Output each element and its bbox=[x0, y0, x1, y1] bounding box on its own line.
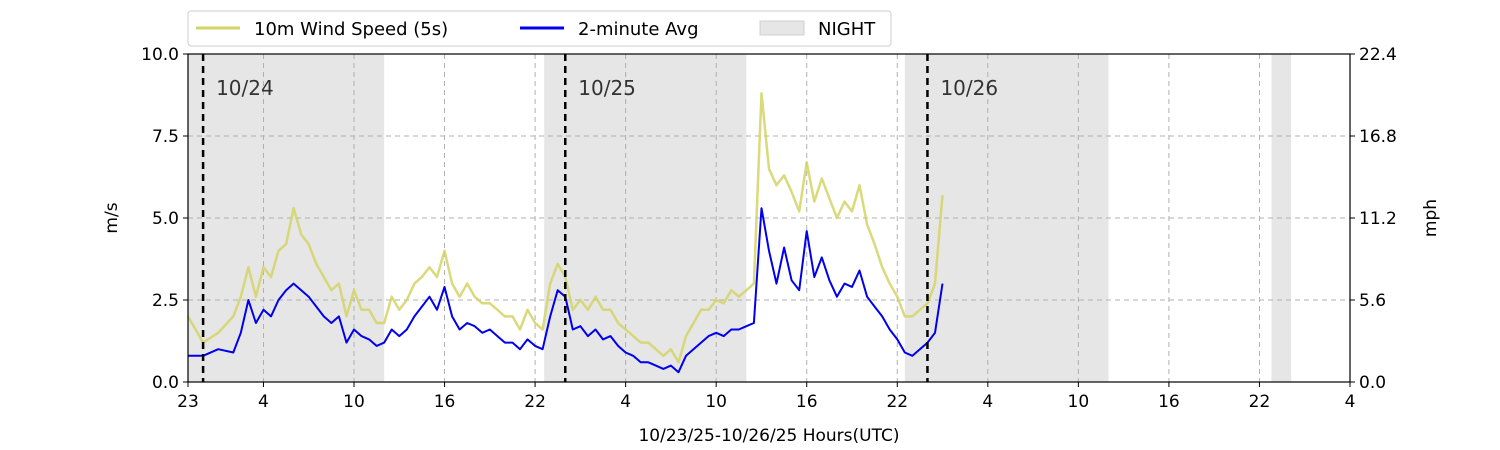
y-tick-label-right-1: 5.6 bbox=[1359, 291, 1386, 311]
x-tick-label-10: 10 bbox=[1068, 392, 1090, 412]
x-tick-label-2: 10 bbox=[343, 392, 365, 412]
y-tick-label-left-0: 0.0 bbox=[152, 373, 179, 393]
x-tick-label-8: 22 bbox=[886, 392, 908, 412]
x-tick-label-3: 16 bbox=[434, 392, 456, 412]
x-tick-label-6: 10 bbox=[705, 392, 727, 412]
day-marker-label-0: 10/24 bbox=[216, 76, 274, 100]
y-tick-label-left-2: 5.0 bbox=[152, 209, 179, 229]
legend-label-2: NIGHT bbox=[818, 19, 876, 40]
axis-ticks: 23 4 10 16 22 4 10 16 22 4 10 16 22 40.0 0.02.5 5.65.0 1… bbox=[141, 45, 1397, 412]
y-tick-label-left-1: 2.5 bbox=[152, 291, 179, 311]
y-tick-label-left-3: 7.5 bbox=[152, 127, 179, 147]
x-tick-label-7: 16 bbox=[796, 392, 818, 412]
x-tick-label-13: 4 bbox=[1345, 392, 1356, 412]
y-tick-label-left-4: 10.0 bbox=[141, 45, 179, 65]
x-tick-label-0: 23 bbox=[177, 392, 199, 412]
x-tick-label-11: 16 bbox=[1158, 392, 1180, 412]
series-line-0 bbox=[186, 92, 944, 364]
legend-swatch-2 bbox=[759, 20, 805, 36]
x-tick-label-1: 4 bbox=[258, 392, 269, 412]
y-tick-label-right-4: 22.4 bbox=[1359, 45, 1397, 65]
y-tick-label-right-3: 16.8 bbox=[1359, 127, 1397, 147]
y-tick-label-right-2: 11.2 bbox=[1359, 209, 1397, 229]
y-axis-label-left: m/s bbox=[102, 202, 122, 233]
x-tick-label-9: 4 bbox=[982, 392, 993, 412]
x-tick-label-12: 22 bbox=[1249, 392, 1271, 412]
series-line-1 bbox=[188, 207, 944, 374]
x-tick-label-5: 4 bbox=[620, 392, 631, 412]
day-marker-label-1: 10/25 bbox=[578, 76, 636, 100]
day-markers: 10/24 10/25 10/26 bbox=[201, 54, 998, 382]
day-marker-label-2: 10/26 bbox=[940, 76, 998, 100]
x-axis-label: 10/23/25-10/26/25 Hours(UTC) bbox=[638, 426, 899, 446]
legend-label-1: 2-minute Avg bbox=[578, 19, 699, 40]
y-tick-label-right-0: 0.0 bbox=[1359, 373, 1386, 393]
y-axis-label-right: mph bbox=[1421, 199, 1441, 237]
legend-label-0: 10m Wind Speed (5s) bbox=[254, 19, 448, 40]
x-tick-label-4: 22 bbox=[524, 392, 546, 412]
series-lines bbox=[186, 92, 944, 374]
legend: 10m Wind Speed (5s) 2-minute Avg NIGHT bbox=[187, 10, 892, 47]
